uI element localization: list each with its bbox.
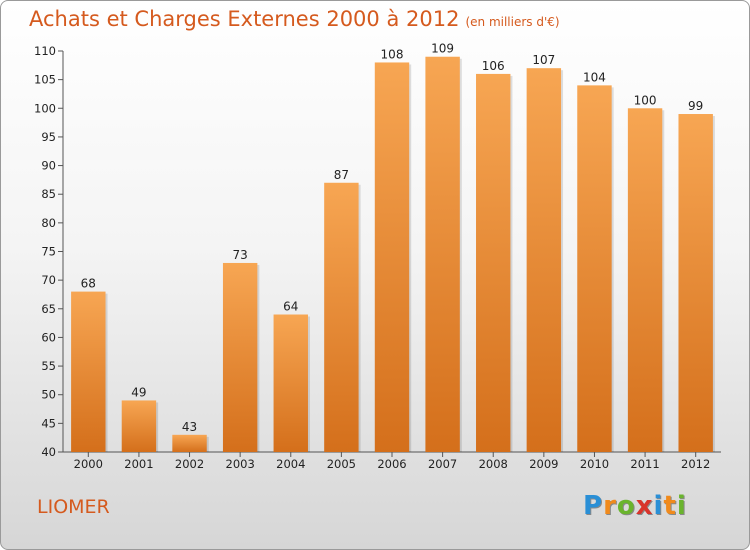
y-tick-label: 85 bbox=[41, 187, 56, 201]
proxiti-logo: Proxiti bbox=[583, 491, 687, 521]
y-tick-label: 80 bbox=[41, 216, 56, 230]
y-tick-label: 40 bbox=[41, 445, 56, 459]
logo-letter: P bbox=[583, 491, 604, 521]
x-tick-label-2001: 2001 bbox=[124, 457, 153, 471]
value-label-2008: 106 bbox=[482, 59, 505, 73]
x-tick-label-2009: 2009 bbox=[529, 457, 558, 471]
x-tick-label-2005: 2005 bbox=[327, 457, 356, 471]
value-label-2009: 107 bbox=[532, 53, 555, 67]
x-tick-label-2006: 2006 bbox=[377, 457, 406, 471]
bar-2003 bbox=[222, 262, 258, 452]
value-label-2001: 49 bbox=[131, 385, 146, 399]
bar-2012 bbox=[678, 114, 713, 452]
chart-subtitle: (en milliers d'€) bbox=[465, 15, 560, 29]
value-label-2004: 64 bbox=[283, 300, 298, 314]
y-tick-label: 65 bbox=[41, 302, 56, 316]
bar-2004 bbox=[273, 314, 308, 452]
y-tick-label: 70 bbox=[41, 273, 56, 287]
value-label-2005: 87 bbox=[334, 168, 349, 182]
y-tick-label: 95 bbox=[41, 130, 56, 144]
value-label-2011: 100 bbox=[634, 93, 657, 107]
logo-letter: i bbox=[676, 491, 687, 521]
logo-letter: t bbox=[663, 491, 677, 521]
bar-2009 bbox=[526, 68, 562, 452]
y-tick-label: 110 bbox=[34, 44, 56, 58]
value-label-2006: 108 bbox=[381, 47, 404, 61]
x-tick-label-2012: 2012 bbox=[681, 457, 710, 471]
x-tick-label-2000: 2000 bbox=[74, 457, 103, 471]
logo-letter: o bbox=[616, 491, 636, 521]
value-label-2010: 104 bbox=[583, 70, 606, 84]
bar-2002 bbox=[172, 434, 207, 452]
logo-letter: r bbox=[603, 491, 617, 521]
value-label-2012: 99 bbox=[688, 99, 703, 113]
y-tick-label: 105 bbox=[34, 73, 56, 87]
bar-2010 bbox=[577, 85, 612, 452]
value-label-2003: 73 bbox=[233, 248, 248, 262]
bar-2011 bbox=[627, 108, 663, 453]
x-tick-label-2010: 2010 bbox=[580, 457, 609, 471]
y-tick-label: 45 bbox=[41, 416, 56, 430]
y-tick-label: 100 bbox=[34, 101, 56, 115]
bar-2007 bbox=[425, 56, 460, 452]
bar-2001 bbox=[121, 400, 157, 452]
bar-2000 bbox=[71, 291, 106, 452]
chart-title: Achats et Charges Externes 2000 à 2012 (e… bbox=[29, 7, 560, 31]
logo-letter: i bbox=[653, 491, 664, 521]
chart-title-text: Achats et Charges Externes 2000 à 2012 bbox=[29, 7, 460, 31]
bar-2005 bbox=[324, 182, 359, 452]
x-tick-label-2007: 2007 bbox=[428, 457, 457, 471]
value-label-2007: 109 bbox=[431, 42, 454, 56]
x-tick-label-2004: 2004 bbox=[276, 457, 305, 471]
y-tick-label: 50 bbox=[41, 388, 56, 402]
x-tick-label-2011: 2011 bbox=[630, 457, 659, 471]
x-tick-label-2002: 2002 bbox=[175, 457, 204, 471]
value-label-2002: 43 bbox=[182, 420, 197, 434]
value-label-2000: 68 bbox=[81, 277, 96, 291]
x-tick-label-2003: 2003 bbox=[226, 457, 255, 471]
commune-name: LIOMER bbox=[37, 496, 110, 518]
bar-2006 bbox=[374, 62, 410, 452]
y-tick-label: 75 bbox=[41, 245, 56, 259]
logo-letter: x bbox=[635, 491, 654, 521]
y-tick-label: 55 bbox=[41, 359, 56, 373]
bar-2008 bbox=[476, 73, 511, 453]
y-tick-label: 90 bbox=[41, 159, 56, 173]
y-tick-label: 60 bbox=[41, 330, 56, 344]
x-tick-label-2008: 2008 bbox=[479, 457, 508, 471]
